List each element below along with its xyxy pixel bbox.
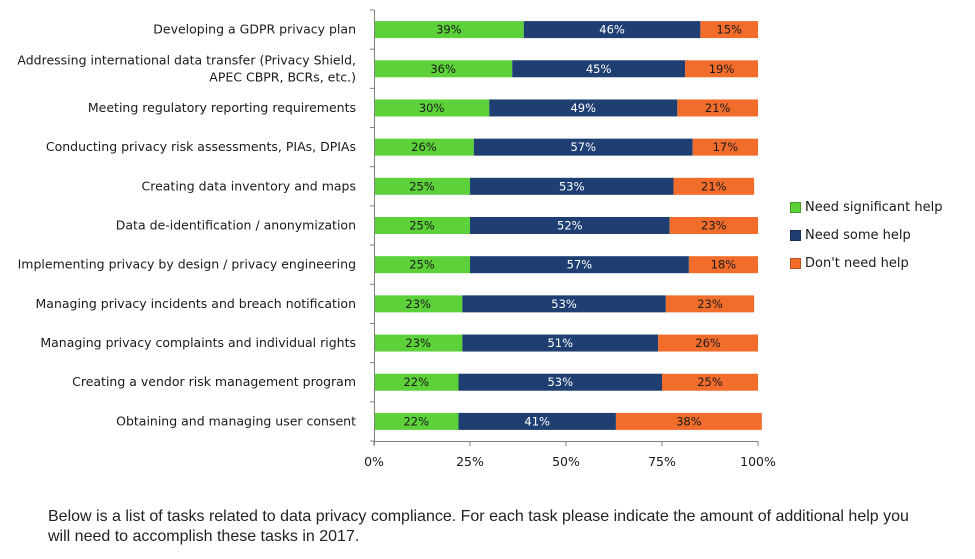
legend-swatch [790, 257, 801, 269]
bar-segment [374, 138, 474, 156]
bar-segment [523, 21, 701, 39]
bar-data-label: 46% [599, 23, 625, 37]
stacked-bar-chart: 39% 46% 15% Developing a GDPR privacy plan 3… [17, 9, 776, 469]
bar-segment [374, 256, 470, 274]
category-label: Managing privacy complaints and individu… [40, 335, 356, 350]
category-label: Addressing international data transfer (… [17, 52, 356, 67]
bar-data-label: 22% [403, 414, 429, 428]
x-tick-label: 75% [648, 454, 676, 469]
category-label: Meeting regulatory reporting requirement… [88, 100, 356, 115]
bar-segment [673, 177, 755, 195]
bar-data-label: 30% [419, 101, 445, 115]
x-tick-label: 0% [364, 454, 384, 469]
bar-data-label: 41% [524, 414, 550, 428]
bar-data-label: 23% [405, 336, 431, 350]
bar-data-label: 51% [547, 336, 573, 350]
bar-data-label: 57% [567, 258, 593, 272]
category-label: Creating data inventory and maps [141, 178, 356, 193]
bar-data-label: 49% [570, 101, 596, 115]
category-label: Data de-identification / anonymization [116, 218, 356, 233]
bar-data-label: 21% [701, 179, 727, 193]
bar-data-label: 25% [409, 258, 435, 272]
bar-data-label: 25% [409, 179, 435, 193]
bar-segment [700, 21, 758, 39]
bar-data-label: 38% [676, 414, 702, 428]
bar-segment [677, 99, 758, 117]
bar-data-label: 36% [430, 62, 456, 76]
bar-segment [374, 21, 524, 39]
bar-data-label: 53% [551, 297, 577, 311]
category-label: APEC CBPR, BCRs, etc.) [209, 69, 356, 84]
bar-data-label: 57% [570, 140, 596, 154]
category-label: Conducting privacy risk assessments, PIA… [46, 139, 356, 154]
bar-segment [489, 99, 678, 117]
bar-data-label: 45% [586, 62, 612, 76]
bar-segment [374, 99, 490, 117]
bar-data-label: 26% [411, 140, 437, 154]
bar-segment [458, 412, 616, 430]
x-tick-label: 50% [552, 454, 580, 469]
bar-data-label: 23% [697, 297, 723, 311]
category-label: Creating a vendor risk management progra… [72, 374, 356, 389]
legend-item: Don't need help [790, 249, 942, 277]
bar-segment [692, 138, 758, 156]
bar-data-label: 17% [713, 140, 739, 154]
bar-segment [374, 177, 470, 195]
bar-segment [685, 60, 758, 78]
category-label: Developing a GDPR privacy plan [153, 22, 356, 37]
bar-data-label: 39% [436, 23, 462, 37]
bar-segment [374, 373, 459, 391]
bar-data-label: 26% [695, 336, 721, 350]
bar-data-label: 53% [559, 179, 585, 193]
x-tick-label: 100% [740, 454, 776, 469]
x-tick-label: 25% [456, 454, 484, 469]
legend-label: Need significant help [805, 199, 943, 215]
bar-segment [462, 334, 659, 352]
bar-segment [669, 217, 758, 234]
legend-swatch [790, 201, 801, 213]
bar-segment [374, 412, 459, 430]
legend-label: Need some help [805, 227, 911, 243]
chart-legend: Need significant help Need some help Don't… [790, 193, 942, 277]
bar-segment [658, 334, 758, 352]
bar-data-label: 18% [711, 258, 737, 272]
bar-segment [462, 295, 666, 313]
bar-segment [512, 60, 686, 78]
bar-segment [665, 295, 755, 313]
bar-data-label: 53% [547, 375, 573, 389]
bar-segment [615, 412, 762, 430]
bar-segment [374, 217, 470, 234]
bar-data-label: 23% [405, 297, 431, 311]
legend-swatch [790, 229, 801, 241]
bar-data-label: 52% [557, 219, 583, 233]
bar-segment [470, 177, 674, 195]
bar-segment [374, 334, 463, 352]
category-label: Managing privacy incidents and breach no… [36, 296, 357, 311]
bar-data-label: 25% [409, 219, 435, 233]
bar-data-label: 19% [709, 62, 735, 76]
bar-data-label: 22% [403, 375, 429, 389]
bar-data-label: 23% [701, 219, 727, 233]
bar-segment [374, 295, 463, 313]
bar-segment [473, 138, 693, 156]
bar-segment [688, 256, 758, 274]
bar-segment [470, 256, 689, 274]
bar-data-label: 25% [697, 375, 723, 389]
category-label: Implementing privacy by design / privacy… [18, 257, 356, 272]
legend-label: Don't need help [805, 255, 909, 271]
bar-data-label: 21% [705, 101, 731, 115]
bar-segment [374, 60, 513, 78]
legend-item: Need significant help [790, 193, 942, 221]
category-label: Obtaining and managing user consent [116, 413, 356, 428]
legend-item: Need some help [790, 221, 942, 249]
bar-segment [470, 217, 670, 234]
bar-data-label: 15% [716, 23, 742, 37]
survey-question-caption: Below is a list of tasks related to data… [48, 508, 909, 545]
bar-segment [458, 373, 662, 391]
bar-segment [662, 373, 758, 391]
